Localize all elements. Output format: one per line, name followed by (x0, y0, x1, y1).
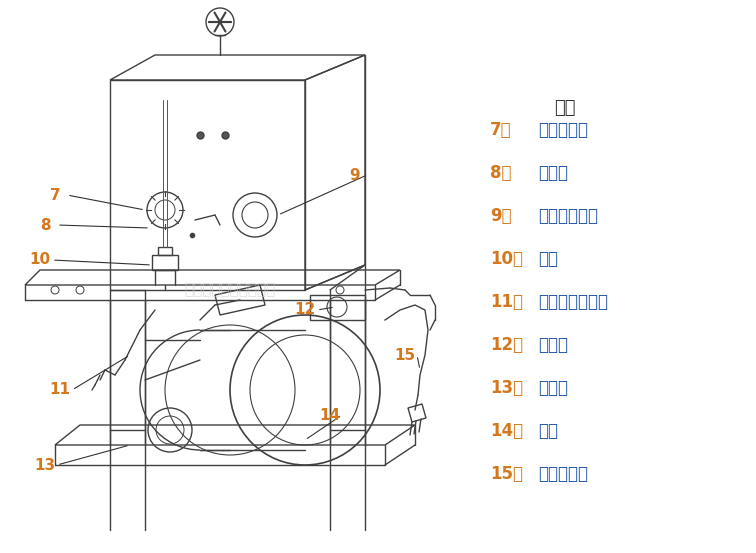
Text: 电机: 电机 (538, 422, 558, 440)
Text: 锁紧鈕: 锁紧鈕 (538, 164, 568, 182)
Text: 背面: 背面 (554, 99, 576, 117)
Text: 9、: 9、 (490, 207, 512, 225)
Text: 12: 12 (294, 302, 315, 317)
Text: 锄条调节手柄: 锄条调节手柄 (538, 207, 598, 225)
Text: 9: 9 (350, 168, 361, 182)
Text: 7、: 7、 (490, 121, 512, 139)
Text: 13、: 13、 (490, 379, 523, 397)
Text: 锄条: 锄条 (538, 250, 558, 268)
Text: 7: 7 (50, 187, 60, 202)
Text: 14、: 14、 (490, 422, 523, 440)
Text: 苏州精密机械设备公司: 苏州精密机械设备公司 (184, 283, 276, 298)
Text: 11: 11 (49, 383, 70, 398)
Text: 锁紧鈕: 锁紧鈕 (538, 336, 568, 354)
Text: 15、: 15、 (490, 465, 523, 483)
Text: 14: 14 (320, 408, 340, 422)
Text: 8、: 8、 (490, 164, 512, 182)
Text: 插头电缆线: 插头电缆线 (538, 465, 588, 483)
Text: 出尘口: 出尘口 (538, 379, 568, 397)
Text: 10、: 10、 (490, 250, 523, 268)
Text: 10: 10 (29, 253, 51, 268)
Text: 12、: 12、 (490, 336, 523, 354)
Text: 工作台锁紧手柄: 工作台锁紧手柄 (538, 293, 608, 311)
Text: 11、: 11、 (490, 293, 523, 311)
Text: 13: 13 (35, 457, 55, 472)
Text: 15: 15 (395, 347, 416, 363)
Text: 上导调节鈕: 上导调节鈕 (538, 121, 588, 139)
Text: 8: 8 (39, 217, 51, 232)
